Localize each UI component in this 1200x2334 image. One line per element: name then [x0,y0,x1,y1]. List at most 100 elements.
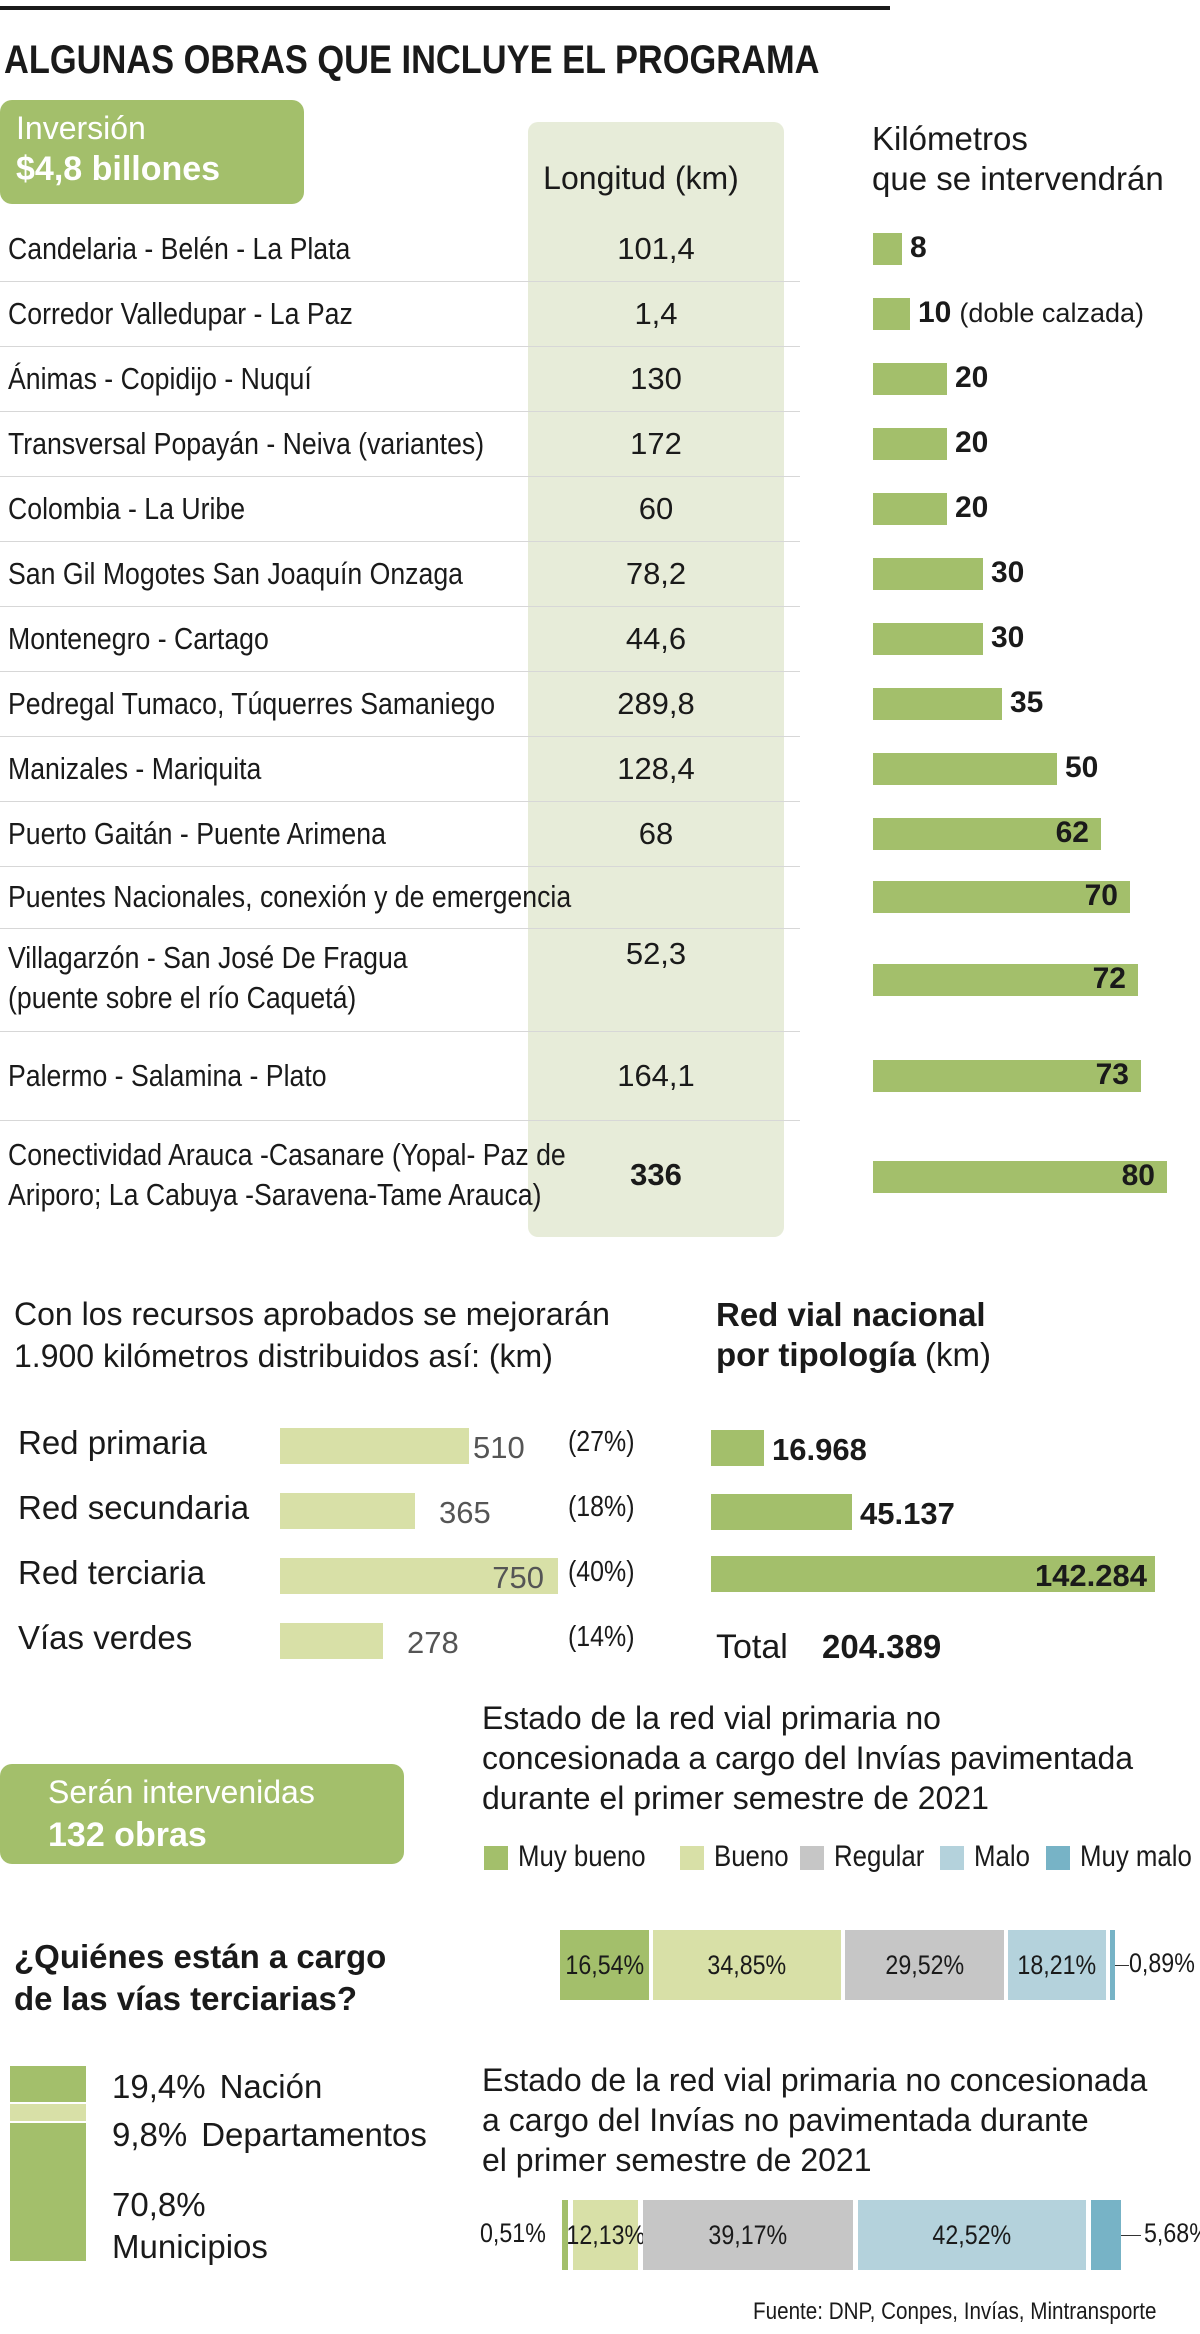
km-value: 73 [1095,1057,1129,1091]
red-bar [711,1494,852,1530]
km-bar [873,752,1057,785]
stacked-segment: 42,52% [858,2200,1086,2270]
legend-swatch [484,1846,508,1870]
km-value: 30 [991,620,1025,654]
row-separator [0,1120,800,1121]
km-bar [873,1161,1167,1193]
stacked-segment: 16,54% [560,1930,649,2000]
stacked-segment: 12,13% [566,2200,645,2270]
segment-label-outside: 5,68% [1144,2218,1200,2248]
legend-swatch [1046,1846,1070,1870]
legend-label: Muy bueno [518,1840,646,1873]
red-title-line2: por tipología (km) [716,1336,991,1374]
quienes-segment [10,2123,86,2263]
total-label: Total [716,1628,788,1666]
legend-label: Regular [834,1840,925,1873]
km-value: 70 [1084,879,1118,912]
stacked-segment [1091,2200,1121,2270]
obra-longitud: 164,1 [617,1057,695,1093]
red-value: 45.137 [860,1496,955,1531]
recursos-value: 278 [407,1625,459,1660]
segment-label-outside: 0,89% [1129,1948,1195,1978]
longitud-header: Longitud (km) [543,160,739,196]
quienes-title-line2: de las vías terciarias? [14,1980,358,2017]
quienes-segment [10,2104,86,2123]
obra-longitud: 1,4 [634,295,678,331]
row-separator [0,411,800,412]
recursos-bar [280,1428,469,1464]
inversion-pill: Inversión $4,8 billones [0,100,304,204]
obra-label: Ánimas - Copidijo - Nuquí [8,360,312,396]
obra-label: Puentes Nacionales, conexión y de emerge… [8,879,572,914]
red-title-unit: (km) [924,1336,991,1373]
obra-label: Palermo - Salamina - Plato [8,1057,327,1093]
estado2-title-line2: a cargo del Invías no pavimentada durant… [482,2102,1089,2138]
km-value: 35 [1010,685,1044,719]
page-title: ALGUNAS OBRAS QUE INCLUYE EL PROGRAMA [4,38,820,82]
obra-longitud: 172 [630,425,682,461]
quienes-pct: 19,4% [112,2068,206,2105]
km-bar [873,687,1002,720]
inversion-value: $4,8 billones [16,150,221,188]
km-bar [873,1059,1141,1092]
obra-label: Pedregal Tumaco, Túquerres Samaniego [8,685,496,721]
recursos-percent: (18%) [568,1491,635,1523]
km-bar [873,963,1138,996]
red-title-bold: por tipología [716,1336,916,1373]
recursos-bar [280,1623,383,1659]
quienes-title-line1: ¿Quiénes están a cargo [14,1938,387,1975]
segment-label-outside: 0,51% [480,2218,546,2248]
km-value: 80 [1121,1159,1155,1192]
quienes-label: 9,8% Departamentos [112,2116,427,2154]
obra-longitud: 101,4 [617,230,695,266]
estado1-title-line3: durante el primer semestre de 2021 [482,1780,989,1816]
obra-label: Villagarzón - San José De Fragua [8,939,408,975]
red-value: 142.284 [1034,1558,1147,1593]
km-bar [873,492,947,525]
obras-count-label: Serán intervenidas [48,1774,315,1810]
legend-label: Malo [974,1840,1030,1873]
stacked-segment: 39,17% [643,2200,853,2270]
obra-label: Manizales - Mariquita [8,750,262,786]
leader-line [1115,1965,1129,1966]
legend-swatch [800,1846,824,1870]
recursos-bar [280,1558,558,1594]
estado1-title-line1: Estado de la red vial primaria no [482,1700,941,1736]
obra-longitud: 289,8 [617,685,695,721]
segment-label: 39,17% [708,2219,788,2250]
km-header-line2: que se intervendrán [872,160,1164,197]
km-value: 8 [910,230,927,264]
segment-label: 42,52% [932,2219,1012,2250]
km-value: 50 [1065,750,1099,784]
km-value: 62 [1055,815,1089,849]
km-header-line1: Kilómetros [872,120,1028,157]
red-bar [711,1556,1155,1592]
obra-longitud: 128,4 [617,750,695,786]
stacked-segment [1110,1930,1115,2000]
segment-label: 12,13% [566,2219,645,2250]
source-note: Fuente: DNP, Conpes, Invías, Mintranspor… [753,2298,1157,2325]
row-separator [0,866,800,867]
obra-longitud: 130 [630,360,682,396]
km-value: 10 (doble calzada) [918,295,1144,329]
segment-label: 18,21% [1017,1949,1097,1980]
stacked-segment [562,2200,568,2270]
km-value: 20 [955,425,989,459]
km-value: 20 [955,360,989,394]
recursos-value: 750 [492,1560,544,1595]
quienes-pct: 70,8% [112,2186,206,2223]
km-value: 30 [991,555,1025,589]
obra-label-line2: (puente sobre el río Caquetá) [8,979,357,1015]
row-separator [0,476,800,477]
top-rule [0,6,890,10]
obra-longitud: 78,2 [625,555,687,591]
recursos-category: Red terciaria [18,1554,206,1591]
obras-count-pill: Serán intervenidas 132 obras [0,1764,404,1864]
quienes-segment [10,2066,86,2104]
km-bar [873,557,983,590]
recursos-percent: (40%) [568,1556,635,1588]
row-separator [0,281,800,282]
recursos-title-line1: Con los recursos aprobados se mejorarán [14,1296,610,1332]
total-value: 204.389 [822,1628,942,1665]
red-bar [711,1430,764,1466]
